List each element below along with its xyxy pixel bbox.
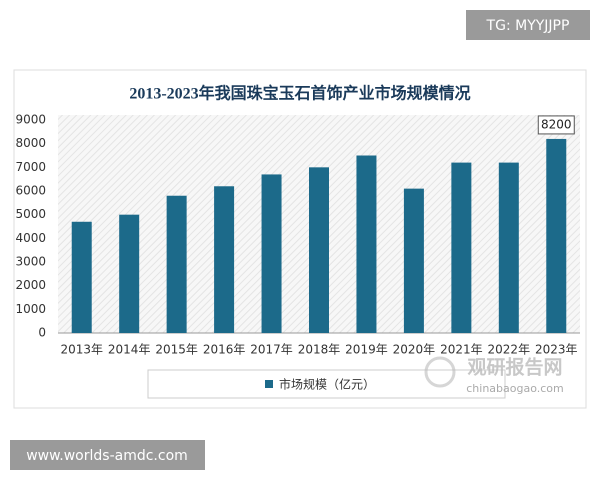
logo-en: chinabaogao.com	[466, 382, 564, 395]
x-tick-label: 2016年	[203, 343, 246, 357]
y-tick-label: 9000	[15, 113, 46, 127]
bar	[451, 162, 472, 333]
y-tick-label: 1000	[15, 302, 46, 316]
y-tick-label: 4000	[15, 231, 46, 245]
legend-swatch	[265, 380, 273, 388]
x-tick-label: 2015年	[155, 343, 198, 357]
x-tick-label: 2023年	[535, 343, 578, 357]
bar	[403, 188, 424, 333]
bottom-tag-box	[10, 440, 205, 470]
y-tick-label: 3000	[15, 255, 46, 269]
x-tick-label: 2019年	[345, 343, 388, 357]
x-tick-label: 2022年	[488, 343, 531, 357]
chart-title: 2013-2023年我国珠宝玉石首饰产业市场规模情况	[129, 84, 470, 103]
x-tick-label: 2018年	[298, 343, 341, 357]
bottom-tag: www.worlds-amdc.com	[26, 448, 188, 464]
y-tick-label: 2000	[15, 278, 46, 292]
bar	[546, 138, 567, 333]
logo-cn: 观研报告网	[467, 356, 562, 379]
y-tick-label: 6000	[15, 184, 46, 198]
x-tick-label: 2014年	[108, 343, 151, 357]
bar	[356, 155, 377, 333]
bar	[71, 221, 92, 333]
legend-label: 市场规模（亿元）	[279, 377, 375, 392]
top-tag-box	[466, 10, 590, 40]
x-tick-label: 2020年	[393, 343, 436, 357]
bar	[214, 186, 235, 333]
bar	[166, 195, 187, 333]
y-tick-label: 8000	[15, 136, 46, 150]
x-tick-label: 2013年	[60, 343, 103, 357]
y-tick-label: 5000	[15, 207, 46, 221]
bar	[261, 174, 282, 333]
logo-icon	[424, 356, 456, 388]
bar	[309, 167, 329, 333]
y-tick-label: 0	[38, 326, 46, 340]
data-label-box	[537, 115, 575, 135]
top-tag: TG: MYYJJPP	[486, 18, 570, 34]
data-label: 8200	[541, 117, 572, 131]
x-tick-label: 2021年	[440, 343, 483, 357]
y-tick-label: 7000	[15, 160, 46, 174]
bar	[119, 214, 140, 333]
x-tick-label: 2017年	[250, 343, 293, 357]
bar	[498, 162, 519, 333]
